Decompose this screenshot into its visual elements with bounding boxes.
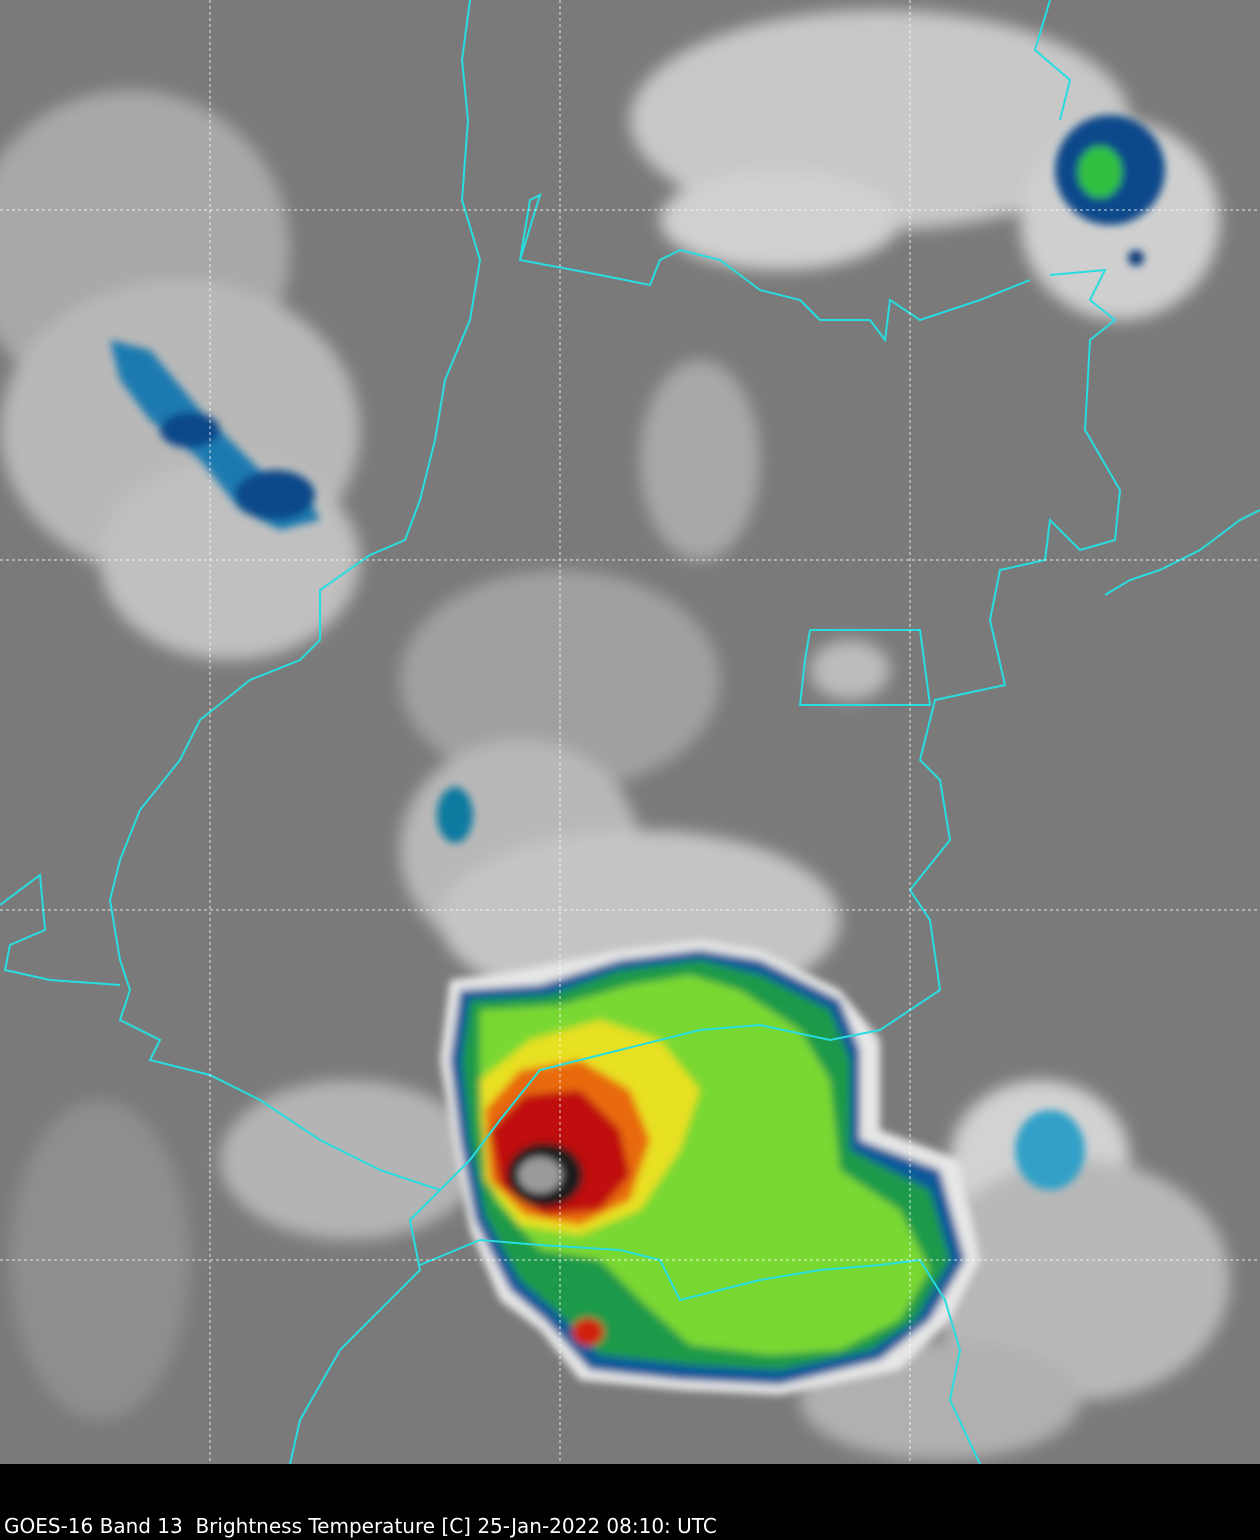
borders <box>0 0 1260 1464</box>
clouds <box>0 10 1230 1460</box>
lat-lon-grid <box>0 0 1260 1464</box>
storm-cells <box>110 115 1165 1395</box>
satellite-image <box>0 0 1260 1464</box>
caption: GOES-16 Band 13 Brightness Temperature [… <box>4 1514 717 1538</box>
